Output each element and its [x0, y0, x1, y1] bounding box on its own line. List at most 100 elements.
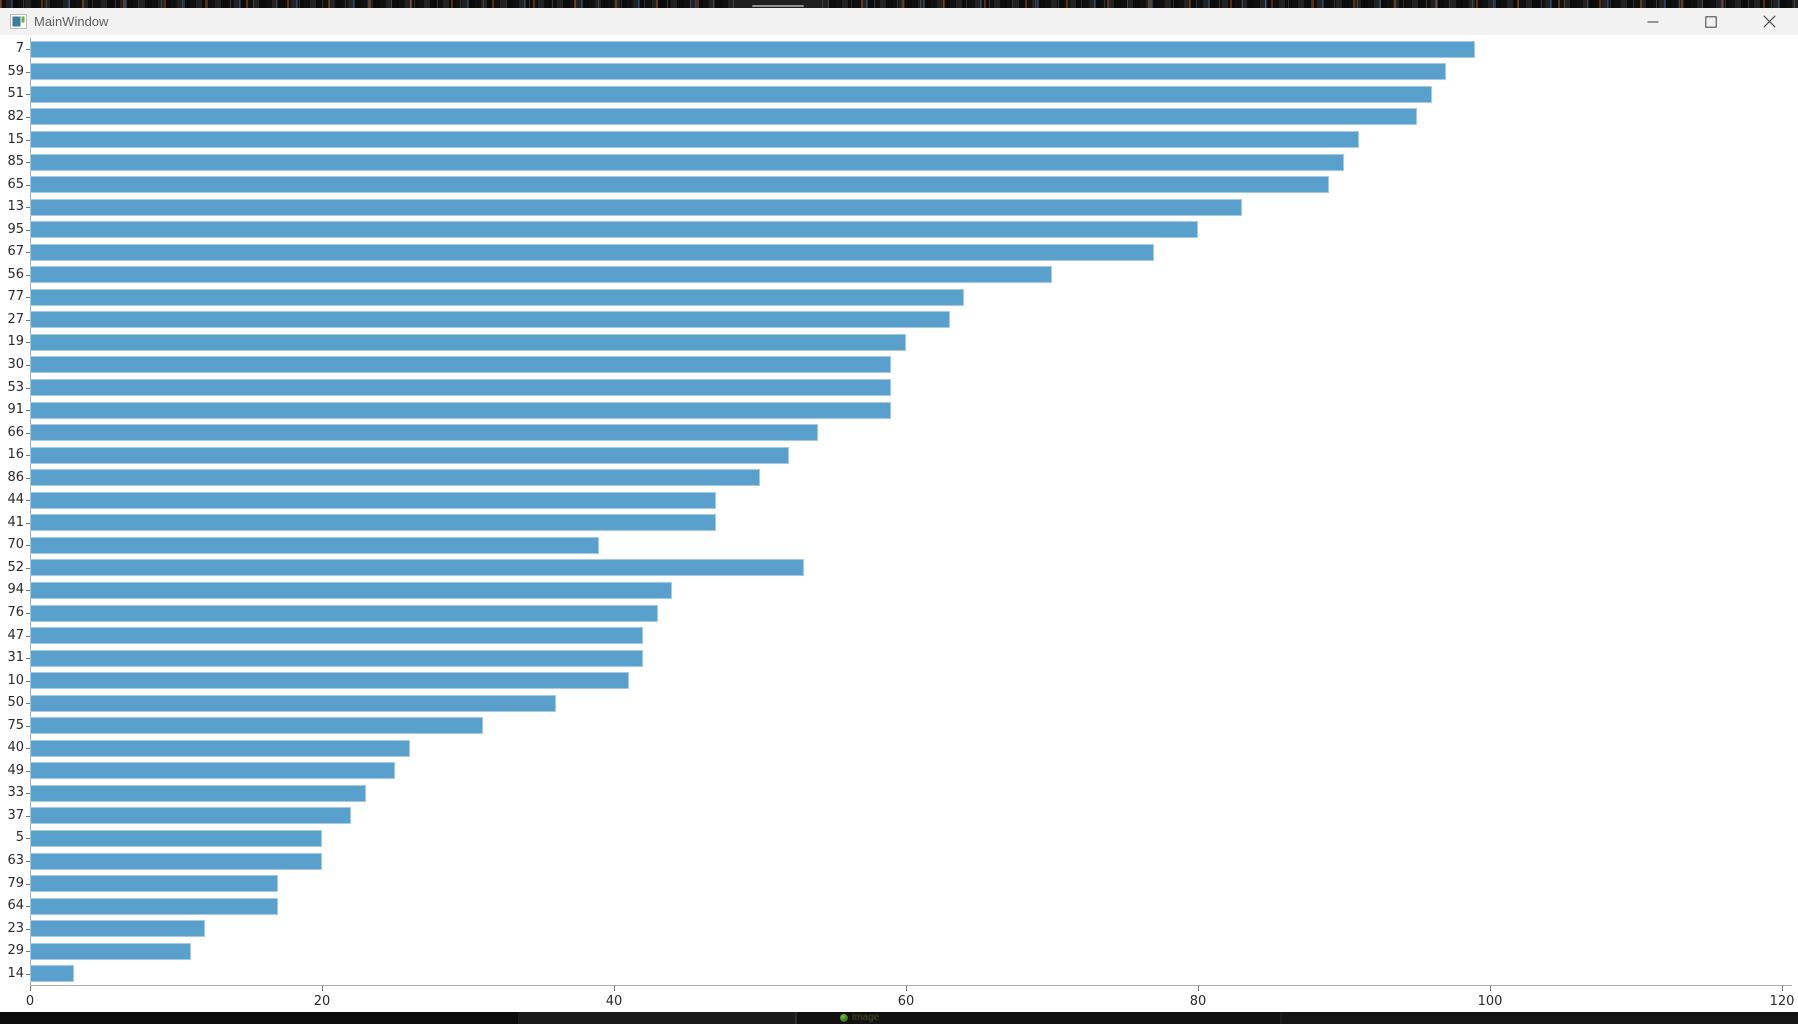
- y-tick-label: 76: [7, 605, 24, 620]
- y-tick: [26, 951, 30, 953]
- maximize-button[interactable]: [1682, 8, 1740, 35]
- screen-top-glitch-strip: [0, 0, 1798, 8]
- y-tick: [26, 297, 30, 299]
- y-tick-label: 5: [15, 830, 24, 846]
- x-tick-label: 0: [25, 994, 35, 1009]
- y-tick-label: 19: [7, 334, 24, 350]
- bar: [30, 514, 717, 532]
- bar: [30, 965, 74, 983]
- x-tick-label: 40: [605, 994, 623, 1009]
- bar: [30, 379, 892, 396]
- bar: [30, 897, 279, 915]
- bar: [30, 266, 1052, 284]
- x-tick: [614, 986, 615, 991]
- drag-handle-line: [752, 5, 804, 7]
- y-tick: [26, 116, 30, 118]
- y-tick: [26, 567, 30, 569]
- x-tick: [322, 986, 323, 991]
- y-tick-label: 86: [7, 469, 24, 485]
- y-tick-label: 13: [7, 199, 24, 215]
- y-tick-label: 52: [7, 559, 24, 575]
- app-window-icon: [10, 14, 27, 29]
- y-tick-label: 53: [7, 379, 24, 395]
- close-button[interactable]: [1740, 8, 1798, 35]
- y-tick: [26, 252, 30, 254]
- x-tick-label: 100: [1477, 994, 1503, 1009]
- bar: [30, 288, 965, 306]
- y-tick: [26, 207, 30, 209]
- y-tick-label: 15: [7, 131, 24, 147]
- bar: [30, 942, 191, 960]
- bar: [30, 559, 804, 577]
- bar: [30, 469, 760, 487]
- y-tick-label: 95: [7, 221, 24, 237]
- y-tick-label: 47: [7, 627, 24, 643]
- bar: [30, 153, 1344, 171]
- y-tick: [26, 71, 30, 73]
- x-tick: [1490, 986, 1491, 991]
- y-tick-label: 77: [7, 289, 24, 305]
- x-axis-spine: [30, 985, 1792, 986]
- y-tick: [26, 94, 30, 96]
- taskbar[interactable]: image: [0, 1012, 1798, 1024]
- y-tick: [26, 906, 30, 908]
- y-tick: [26, 49, 30, 51]
- bar: [30, 920, 206, 938]
- y-tick: [26, 770, 30, 772]
- y-tick-label: 44: [7, 492, 24, 508]
- window-title: MainWindow: [34, 14, 109, 29]
- y-tick: [26, 139, 30, 141]
- y-tick-label: 64: [7, 898, 24, 914]
- y-tick: [26, 410, 30, 411]
- minimize-button[interactable]: [1624, 8, 1682, 35]
- titlebar[interactable]: MainWindow: [0, 8, 1798, 35]
- bar: [30, 243, 1155, 261]
- y-tick-label: 27: [7, 311, 24, 327]
- y-tick-label: 10: [7, 672, 24, 688]
- y-tick-label: 94: [7, 582, 24, 598]
- y-tick: [26, 364, 30, 366]
- y-tick-label: 56: [7, 266, 24, 282]
- y-tick: [26, 883, 30, 885]
- y-tick-label: 37: [7, 807, 24, 823]
- y-tick: [26, 162, 30, 163]
- y-tick: [26, 387, 30, 389]
- y-tick: [26, 973, 30, 975]
- y-tick: [26, 229, 30, 231]
- bar: [30, 694, 556, 712]
- y-tick-label: 70: [7, 537, 24, 553]
- x-tick: [906, 986, 907, 991]
- y-tick-label: 40: [7, 740, 24, 756]
- y-tick-label: 16: [7, 447, 24, 463]
- minimize-icon: [1647, 20, 1659, 23]
- x-tick: [1198, 986, 1199, 991]
- taskbar-overlay-label: image: [852, 1012, 880, 1023]
- y-tick: [26, 274, 30, 276]
- y-tick: [26, 319, 30, 321]
- y-tick: [26, 590, 30, 592]
- y-tick: [26, 838, 30, 840]
- bar: [30, 85, 1432, 103]
- bar: [30, 627, 644, 644]
- y-tick-label: 29: [7, 943, 24, 959]
- bar: [30, 784, 366, 802]
- taskbar-app-icon[interactable]: [840, 1014, 848, 1022]
- y-tick-label: 33: [7, 785, 24, 801]
- y-tick-label: 85: [7, 154, 24, 169]
- y-tick-label: 65: [7, 176, 24, 192]
- y-tick: [26, 432, 30, 434]
- y-tick: [26, 635, 30, 637]
- y-tick: [26, 184, 30, 186]
- y-tick: [26, 477, 30, 479]
- y-tick: [26, 500, 30, 502]
- bar: [30, 221, 1198, 239]
- y-tick-label: 49: [7, 762, 24, 778]
- x-tick-label: 120: [1769, 994, 1795, 1009]
- bar: [30, 875, 279, 892]
- y-tick: [26, 342, 30, 344]
- bar: [30, 63, 1447, 81]
- y-tick: [26, 861, 30, 862]
- bar: [30, 852, 322, 870]
- bar: [30, 198, 1242, 216]
